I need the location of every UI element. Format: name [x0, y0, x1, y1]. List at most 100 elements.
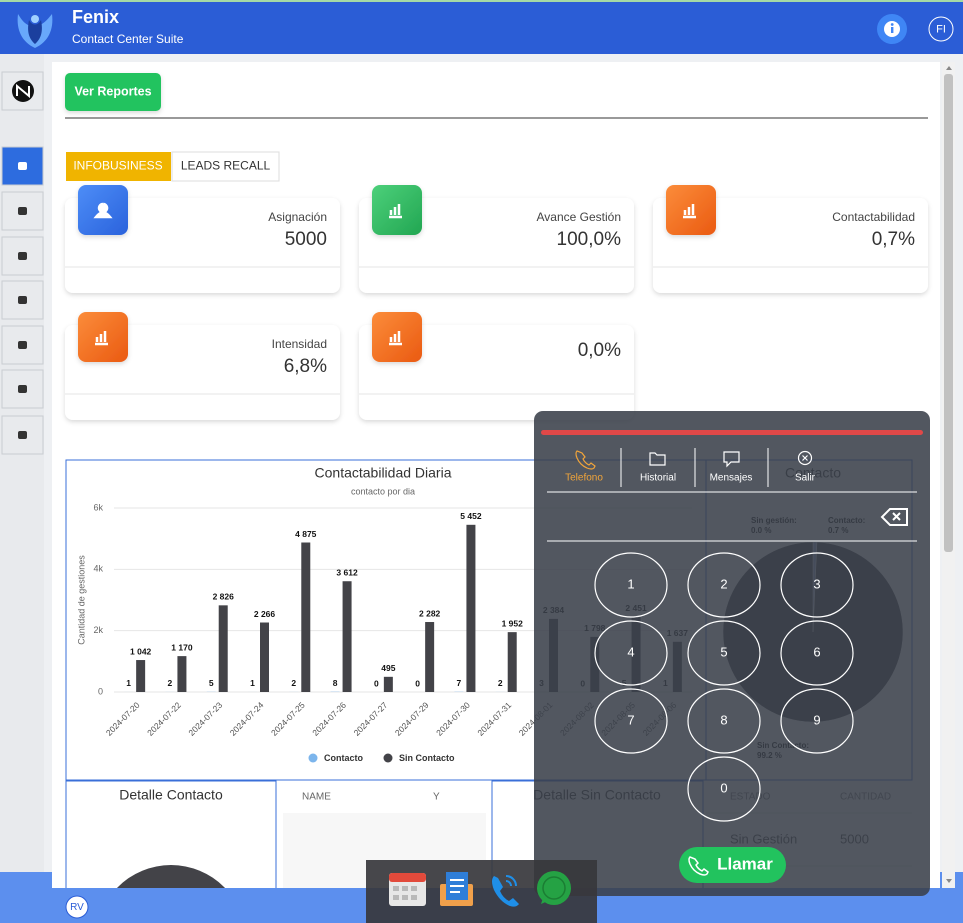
keypad-key[interactable]: 7 — [594, 688, 668, 754]
legend-swatch — [383, 753, 393, 763]
data-label: 5 452 — [460, 511, 482, 521]
y-tick-label: 2k — [93, 625, 103, 635]
button-label: Ver Reportes — [74, 84, 151, 98]
key-label: 8 — [720, 712, 727, 727]
sidebar-item[interactable] — [1, 280, 44, 320]
y-tick-label: 0 — [98, 686, 103, 696]
legend-swatch — [308, 753, 318, 763]
info-button[interactable] — [877, 14, 907, 44]
data-label: 7 — [457, 678, 462, 688]
card-icon — [666, 185, 716, 235]
chart-title: Contactabilidad Diaria — [315, 465, 452, 481]
keypad: 1 2 3 4 5 6 7 8 9 0 — [594, 552, 854, 822]
phone-tab[interactable]: Telefono — [565, 473, 603, 484]
card-icon — [78, 312, 128, 362]
card-label: Avance Gestión — [537, 210, 622, 224]
calendar-app[interactable] — [389, 873, 426, 906]
app-title: Fenix — [72, 7, 119, 27]
card-label: Contactabilidad — [832, 210, 915, 224]
phone-tab[interactable]: Historial — [640, 473, 676, 484]
sidebar-icon — [18, 296, 27, 304]
key-outline — [594, 552, 668, 618]
bar — [136, 660, 146, 692]
key-outline — [594, 688, 668, 754]
key-outline — [594, 620, 668, 686]
keypad-key[interactable]: 4 — [594, 620, 668, 686]
keypad-key[interactable]: 8 — [687, 688, 761, 754]
data-label: 2 266 — [254, 609, 276, 619]
card-bg — [653, 198, 928, 293]
keypad-key[interactable]: 6 — [780, 620, 854, 686]
bar — [466, 524, 476, 692]
keypad-key[interactable]: 1 — [594, 552, 668, 618]
key-outline — [687, 552, 761, 618]
phone-bg — [534, 411, 930, 896]
phone-tab[interactable]: Mensajes — [710, 473, 753, 484]
keypad-key[interactable]: 0 — [687, 756, 761, 822]
data-label: 1 952 — [502, 618, 524, 628]
legend-label: Contacto — [324, 753, 363, 763]
key-outline — [687, 688, 761, 754]
card-value: 0,7% — [872, 229, 915, 250]
sidebar-item[interactable] — [1, 146, 44, 186]
sidebar-item[interactable] — [1, 191, 44, 231]
key-label: 1 — [627, 576, 634, 591]
tab-infobusiness[interactable]: INFOBUSINESS — [66, 152, 171, 181]
scroll-down — [946, 879, 952, 883]
column-header: Y — [433, 792, 440, 803]
user-avatar[interactable] — [928, 16, 954, 42]
sidebar-icon — [18, 385, 27, 393]
key-outline — [780, 620, 854, 686]
keypad-key[interactable]: 5 — [687, 620, 761, 686]
keypad-key[interactable]: 3 — [780, 552, 854, 618]
card-icon — [372, 185, 422, 235]
data-label: 0 — [415, 678, 420, 688]
phone-tab[interactable]: Salir — [795, 473, 816, 484]
y-tick-label: 4k — [93, 564, 103, 574]
bar — [260, 622, 269, 692]
sidebar-item[interactable] — [1, 415, 44, 455]
user-initials: RV — [70, 902, 84, 913]
tab-label: LEADS RECALL — [181, 159, 271, 173]
kpi-card: Intensidad 6,8% — [65, 312, 340, 420]
user-initials: FI — [936, 23, 946, 35]
detail-pie — [116, 865, 226, 888]
key-label: 4 — [627, 644, 634, 659]
card-label: Asignación — [268, 210, 327, 224]
data-label: 3 612 — [336, 567, 358, 577]
keypad-key[interactable]: 9 — [780, 688, 854, 754]
phone-app[interactable] — [492, 875, 519, 907]
call-label: Llamar — [717, 854, 773, 873]
y-tick-label: 6k — [93, 502, 103, 512]
kpi-card: 0,0% — [359, 312, 634, 420]
ver-reportes-button[interactable]: Ver Reportes — [65, 73, 161, 111]
data-label: 1 042 — [130, 646, 152, 656]
phone-panel: Telefono Historial Mensajes Salir 1 2 3 4 5 6… — [534, 411, 930, 896]
sidebar-item[interactable] — [1, 369, 44, 409]
documents-app[interactable] — [440, 872, 473, 906]
table-header — [283, 781, 486, 813]
sidebar-icon — [18, 341, 27, 349]
sidebar-item[interactable] — [1, 71, 44, 111]
header-top-edge — [0, 0, 963, 2]
call-button[interactable]: Llamar — [679, 847, 786, 883]
data-label: 2 826 — [213, 592, 235, 602]
key-label: 3 — [813, 576, 820, 591]
sidebar-item[interactable] — [1, 325, 44, 365]
card-label: Intensidad — [272, 337, 327, 351]
keypad-key[interactable]: 2 — [687, 552, 761, 618]
key-outline — [687, 756, 761, 822]
sidebar-item[interactable] — [1, 236, 44, 276]
scroll-up — [946, 66, 952, 70]
bar — [383, 676, 393, 692]
y-axis-title: Cantidad de gestiones — [76, 555, 86, 645]
bar — [425, 622, 435, 692]
user-badge[interactable] — [65, 895, 89, 919]
backspace-button[interactable] — [880, 508, 908, 526]
whatsapp-app[interactable] — [537, 871, 571, 905]
key-label: 9 — [813, 712, 820, 727]
card-bg — [65, 198, 340, 293]
tab-leads-recall[interactable]: LEADS RECALL — [171, 151, 280, 182]
sidebar: LSRV — [0, 54, 89, 919]
